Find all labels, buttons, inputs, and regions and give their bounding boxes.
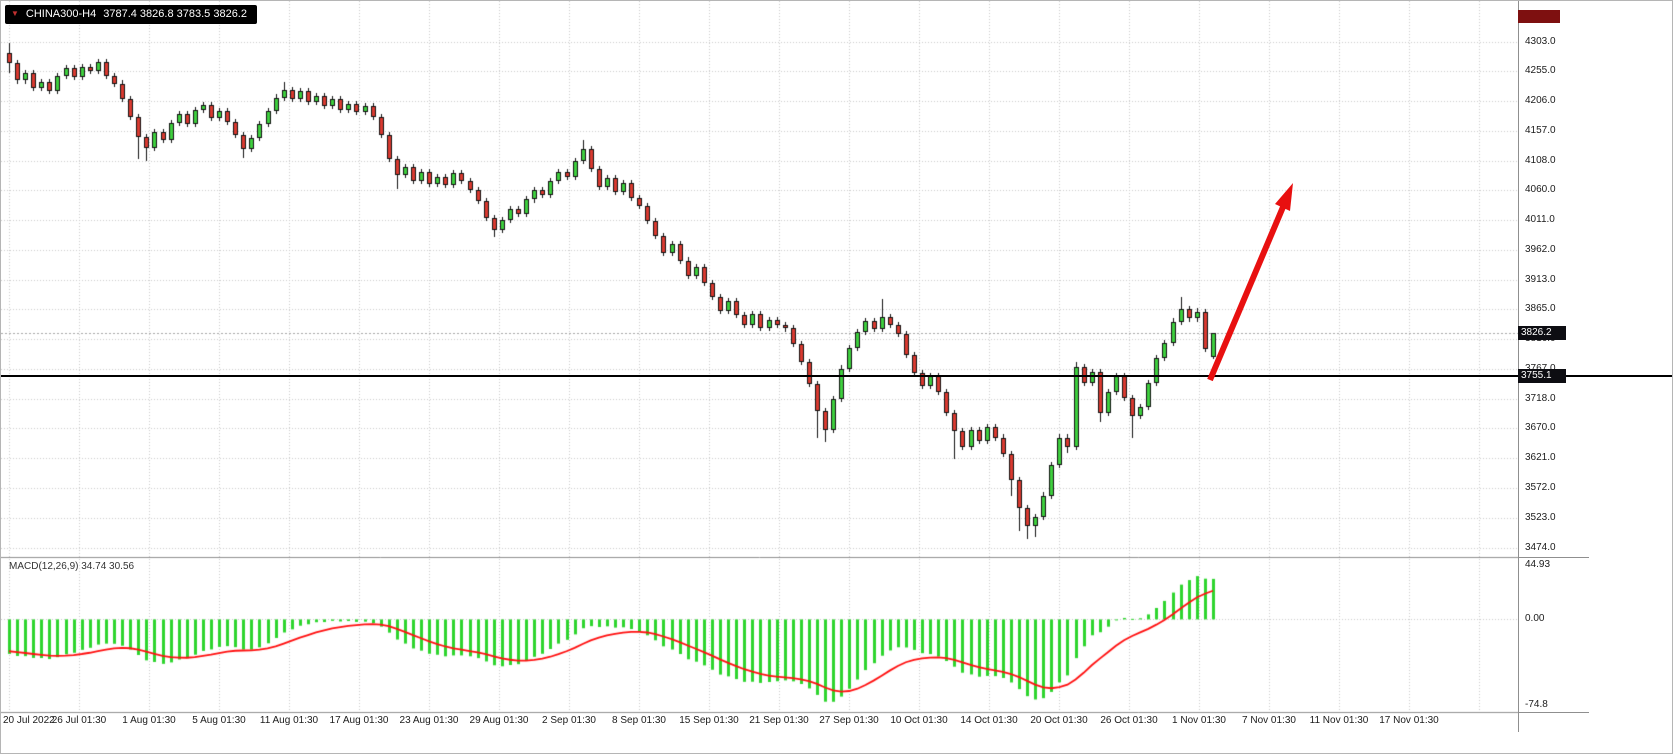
time-axis-label: 7 Nov 01:30 (1242, 715, 1296, 726)
price-axis-label: 3767.0 (1525, 363, 1556, 375)
horizontal-line[interactable] (1, 375, 1672, 377)
price-axis-label: 3962.0 (1525, 244, 1556, 255)
price-axis-label: 3621.0 (1525, 452, 1556, 463)
time-axis-label: 1 Aug 01:30 (122, 715, 176, 726)
macd-axis-zero-label: 0.00 (1525, 613, 1545, 624)
time-axis-label: 27 Sep 01:30 (819, 715, 879, 726)
hline-price-badge: 3755.1 (1518, 369, 1566, 383)
time-axis-label: 10 Oct 01:30 (890, 715, 948, 726)
time-axis-label: 20 Jul 2022 (3, 715, 55, 726)
price-axis-label: 4303.0 (1525, 36, 1556, 47)
title-ohlc-values: 3787.4 3826.8 3783.5 3826.2 (103, 8, 247, 20)
macd-axis-min-label: -74.8 (1525, 699, 1548, 710)
time-axis[interactable]: 20 Jul 2022 26 Jul 01:30 1 Aug 01:30 5 Aug … (1, 713, 1518, 735)
time-axis-label: 26 Oct 01:30 (1100, 715, 1158, 726)
indicator-label: MACD(12,26,9) 34.74 30.56 (9, 561, 134, 572)
price-axis-label: 4108.0 (1525, 155, 1556, 166)
price-axis[interactable]: 3474.0 3523.0 3572.0 3621.0 3670.0 3718.0 3767… (1518, 1, 1599, 732)
price-axis-label: 3865.0 (1525, 303, 1556, 314)
price-axis-label: 3572.0 (1525, 482, 1556, 493)
indicator-name: MACD(12,26,9) (9, 561, 79, 572)
time-axis-label: 11 Aug 01:30 (259, 715, 319, 726)
price-chart-canvas[interactable] (1, 1, 1518, 732)
price-axis-label: 3718.0 (1525, 393, 1556, 404)
time-axis-label: 2 Sep 01:30 (542, 715, 596, 726)
time-axis-label: 11 Nov 01:30 (1309, 715, 1369, 726)
indicator-values: 34.74 30.56 (81, 561, 135, 572)
time-axis-label: 21 Sep 01:30 (749, 715, 809, 726)
top-price-badge (1518, 10, 1560, 23)
pane-separator (1518, 712, 1589, 713)
current-price-badge: 3826.2 (1518, 326, 1566, 340)
pane-separator (1518, 557, 1589, 558)
symbol-name: CHINA300-H4 (25, 8, 97, 20)
price-axis-label: 4011.0 (1525, 214, 1555, 225)
time-axis-label: 14 Oct 01:30 (960, 715, 1018, 726)
time-axis-label: 17 Aug 01:30 (329, 715, 389, 726)
time-axis-label: 8 Sep 01:30 (612, 715, 666, 726)
time-axis-label: 1 Nov 01:30 (1172, 715, 1226, 726)
price-axis-label: 3913.0 (1525, 274, 1556, 285)
time-axis-label: 26 Jul 01:30 (51, 715, 107, 726)
price-axis-border (1518, 1, 1519, 732)
macd-axis-max-label: 44.93 (1525, 559, 1551, 570)
price-axis-label: 3523.0 (1525, 512, 1556, 523)
time-axis-label: 17 Nov 01:30 (1379, 715, 1439, 726)
price-axis-label: 4206.0 (1525, 95, 1556, 106)
price-axis-label: 4255.0 (1525, 65, 1556, 76)
time-axis-label: 29 Aug 01:30 (469, 715, 529, 726)
price-axis-label: 4157.0 (1525, 125, 1556, 136)
price-axis-label: 3474.0 (1525, 542, 1556, 553)
time-axis-label: 5 Aug 01:30 (192, 715, 246, 726)
symbol-title: ▼ CHINA300-H4 3787.4 3826.8 3783.5 3826.… (5, 5, 257, 24)
price-axis-label: 4060.0 (1525, 184, 1556, 195)
symbol-dropdown-icon[interactable]: ▼ (11, 9, 19, 18)
time-axis-label: 15 Sep 01:30 (679, 715, 739, 726)
time-axis-label: 20 Oct 01:30 (1030, 715, 1088, 726)
time-axis-label: 23 Aug 01:30 (399, 715, 459, 726)
price-axis-label: 3670.0 (1525, 422, 1556, 433)
